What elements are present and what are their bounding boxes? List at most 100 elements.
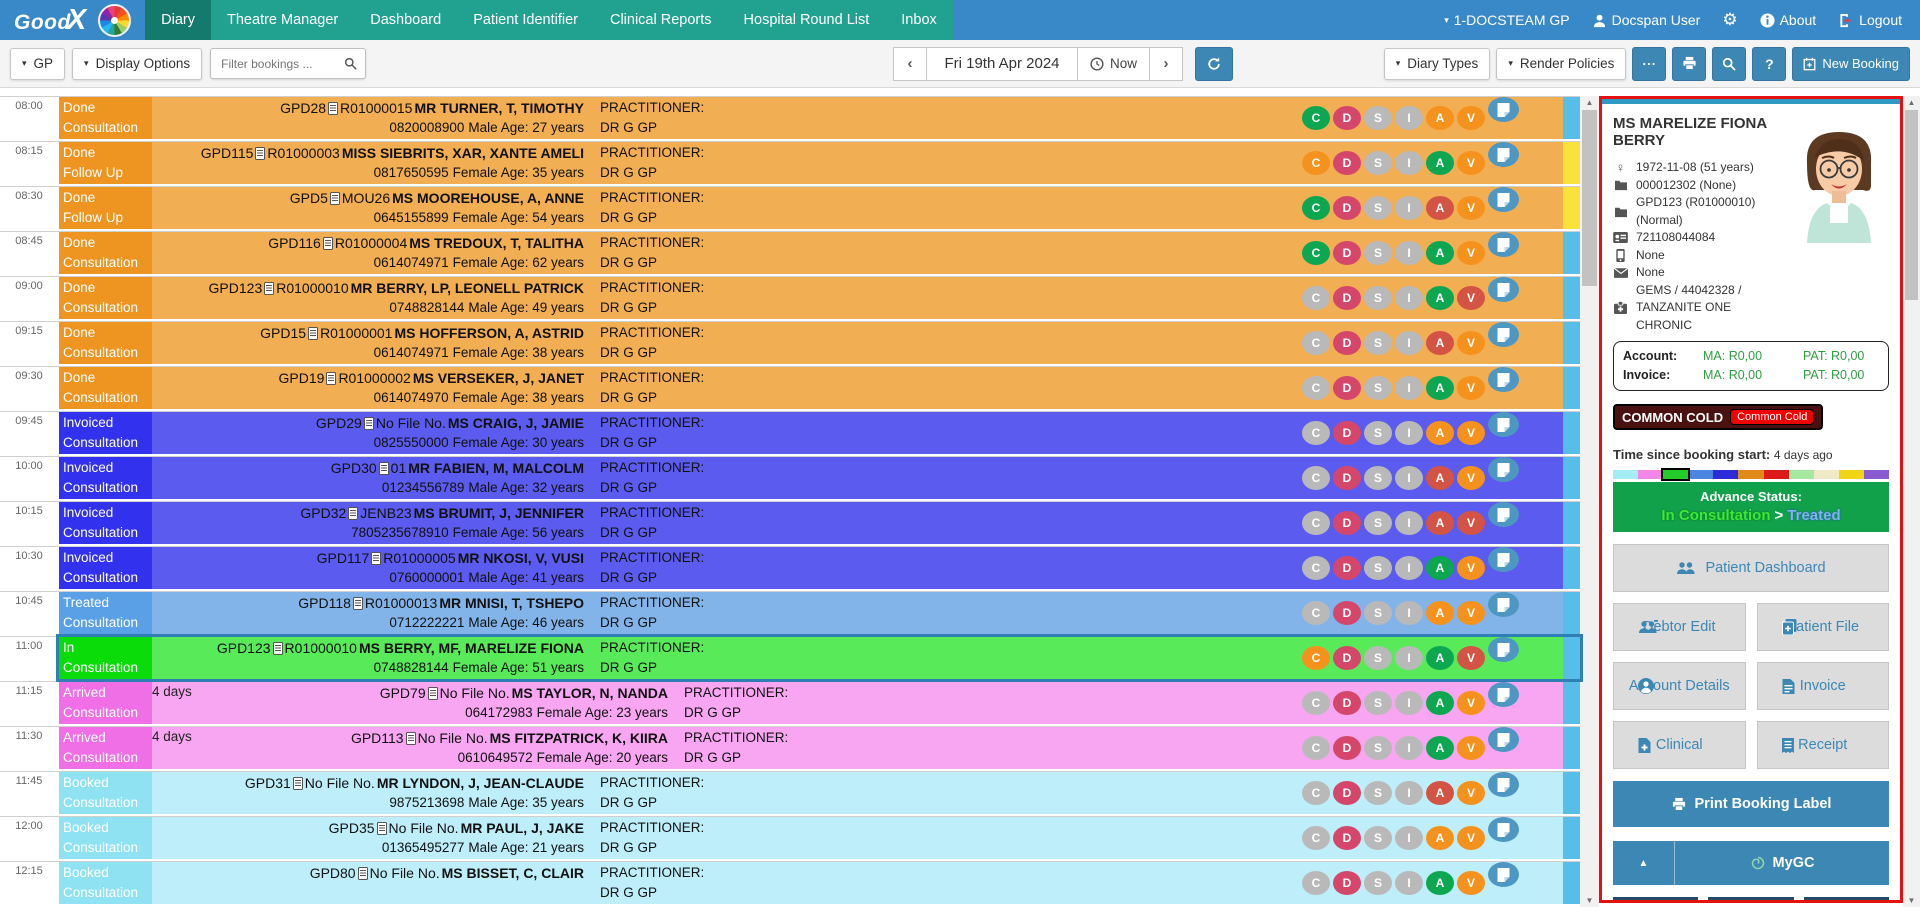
action-c-button[interactable]: C (1302, 511, 1330, 535)
diary-row[interactable]: In ConsultationConsultation GPD123R01000… (56, 634, 1583, 682)
action-c-button[interactable]: C (1302, 556, 1330, 580)
scrollbar-thumb[interactable] (1905, 110, 1918, 300)
practice-selector[interactable]: ▾ 1-DOCSTEAM GP (1444, 12, 1570, 28)
action-c-button[interactable]: C (1302, 826, 1330, 850)
action-c-button[interactable]: C (1302, 871, 1330, 895)
action-i-button[interactable]: I (1395, 421, 1423, 445)
diary-row[interactable]: Done Consultation GPD116 R01000004 MS TREDO… (59, 232, 1580, 274)
action-i-button[interactable]: I (1395, 601, 1423, 625)
next-day-button[interactable]: › (1149, 46, 1184, 81)
action-d-button[interactable]: D (1333, 601, 1361, 625)
action-a-button[interactable]: A (1426, 151, 1454, 175)
gp-dropdown[interactable]: ▾ GP (10, 47, 66, 80)
action-v-button[interactable]: V (1457, 376, 1485, 400)
scrollbar-thumb[interactable] (1582, 110, 1597, 286)
nav-item-patient-identifier[interactable]: Patient Identifier (473, 12, 578, 28)
new-booking-button[interactable]: New Booking (1792, 46, 1910, 81)
prev-day-button[interactable]: ‹ (893, 46, 927, 81)
clinical-button[interactable]: Clinical (1613, 721, 1746, 769)
action-s-button[interactable]: S (1364, 466, 1392, 490)
diary-row[interactable]: Done Consultation GPD19 R01000002 MS VERSEK… (59, 367, 1580, 409)
action-d-button[interactable]: D (1333, 241, 1361, 265)
action-s-button[interactable]: S (1364, 871, 1392, 895)
action-c-button[interactable]: C (1302, 286, 1330, 310)
action-v-button[interactable]: V (1457, 601, 1485, 625)
action-d-button[interactable]: D (1333, 376, 1361, 400)
action-s-button[interactable]: S (1364, 736, 1392, 760)
action-v-button[interactable]: V (1457, 466, 1485, 490)
patient-dashboard-button[interactable]: Patient Dashboard (1613, 544, 1889, 592)
action-a-button[interactable]: A (1426, 286, 1454, 310)
note-button[interactable] (1488, 592, 1519, 617)
filter-bookings-input[interactable] (219, 55, 345, 72)
debtor-edit-button[interactable]: Debtor Edit (1613, 603, 1746, 651)
diary-row[interactable]: Booked Consultation GPD31 No File No. MR LY… (59, 772, 1580, 814)
action-a-button[interactable]: A (1426, 736, 1454, 760)
action-v-button[interactable]: V (1457, 421, 1485, 445)
sidebar-scrollbar[interactable]: ▲ ▼ (1903, 96, 1920, 907)
dial-button[interactable]: Dial (1708, 897, 1794, 900)
action-i-button[interactable]: I (1395, 871, 1423, 895)
account-details-button[interactable]: Account Details (1613, 662, 1746, 710)
action-s-button[interactable]: S (1364, 286, 1392, 310)
action-v-button[interactable]: V (1457, 286, 1485, 310)
note-button[interactable] (1488, 817, 1519, 842)
sms-button[interactable]: SMS (1613, 897, 1699, 900)
action-v-button[interactable]: V (1457, 871, 1485, 895)
diary-types-dropdown[interactable]: ▾ Diary Types (1383, 47, 1491, 80)
print-button[interactable] (1672, 46, 1707, 81)
action-i-button[interactable]: I (1395, 241, 1423, 265)
action-c-button[interactable]: C (1302, 736, 1330, 760)
action-v-button[interactable]: V (1457, 826, 1485, 850)
action-i-button[interactable]: I (1395, 556, 1423, 580)
action-c-button[interactable]: C (1302, 376, 1330, 400)
action-a-button[interactable]: A (1426, 241, 1454, 265)
action-d-button[interactable]: D (1333, 871, 1361, 895)
diary-row[interactable]: Done Follow Up GPD115 R01000003 MISS SIEBRI… (59, 142, 1580, 184)
action-a-button[interactable]: A (1426, 781, 1454, 805)
action-a-button[interactable]: A (1426, 466, 1454, 490)
note-button[interactable] (1488, 457, 1519, 482)
action-i-button[interactable]: I (1395, 826, 1423, 850)
note-button[interactable] (1488, 277, 1519, 302)
action-a-button[interactable]: A (1426, 106, 1454, 130)
action-d-button[interactable]: D (1333, 646, 1361, 670)
action-a-button[interactable]: A (1426, 331, 1454, 355)
action-d-button[interactable]: D (1333, 286, 1361, 310)
action-i-button[interactable]: I (1395, 646, 1423, 670)
diary-row[interactable]: Invoiced Consultation GPD32 JENB23 MS BRUMI… (59, 502, 1580, 544)
action-v-button[interactable]: V (1457, 241, 1485, 265)
action-s-button[interactable]: S (1364, 241, 1392, 265)
action-d-button[interactable]: D (1333, 511, 1361, 535)
action-d-button[interactable]: D (1333, 331, 1361, 355)
note-button[interactable] (1488, 367, 1519, 392)
note-button[interactable] (1488, 637, 1519, 662)
action-c-button[interactable]: C (1302, 781, 1330, 805)
action-v-button[interactable]: V (1457, 511, 1485, 535)
note-button[interactable] (1488, 232, 1519, 257)
action-c-button[interactable]: C (1302, 241, 1330, 265)
action-s-button[interactable]: S (1364, 106, 1392, 130)
scroll-down-icon[interactable]: ▼ (1585, 896, 1594, 905)
action-i-button[interactable]: I (1395, 466, 1423, 490)
mygc-button[interactable]: MyGC (1675, 841, 1889, 885)
about-button[interactable]: About (1760, 12, 1816, 28)
print-booking-label-button[interactable]: Print Booking Label (1613, 781, 1889, 827)
action-i-button[interactable]: I (1395, 511, 1423, 535)
action-c-button[interactable]: C (1302, 466, 1330, 490)
action-v-button[interactable]: V (1457, 691, 1485, 715)
refresh-button[interactable] (1195, 46, 1234, 81)
action-a-button[interactable]: A (1426, 691, 1454, 715)
action-d-button[interactable]: D (1333, 826, 1361, 850)
action-s-button[interactable]: S (1364, 826, 1392, 850)
action-c-button[interactable]: C (1302, 646, 1330, 670)
action-i-button[interactable]: I (1395, 736, 1423, 760)
diary-scrollbar[interactable]: ▲ ▼ (1580, 96, 1599, 907)
more-options-button[interactable]: ... (1632, 46, 1667, 81)
diary-row[interactable]: Done Consultation GPD28 R01000015 MR TURNER… (59, 97, 1580, 139)
action-s-button[interactable]: S (1364, 556, 1392, 580)
diary-row[interactable]: Arrived Consultation 4 days GPD79 No File … (59, 682, 1580, 724)
action-a-button[interactable]: A (1426, 646, 1454, 670)
action-s-button[interactable]: S (1364, 196, 1392, 220)
note-button[interactable] (1488, 547, 1519, 572)
